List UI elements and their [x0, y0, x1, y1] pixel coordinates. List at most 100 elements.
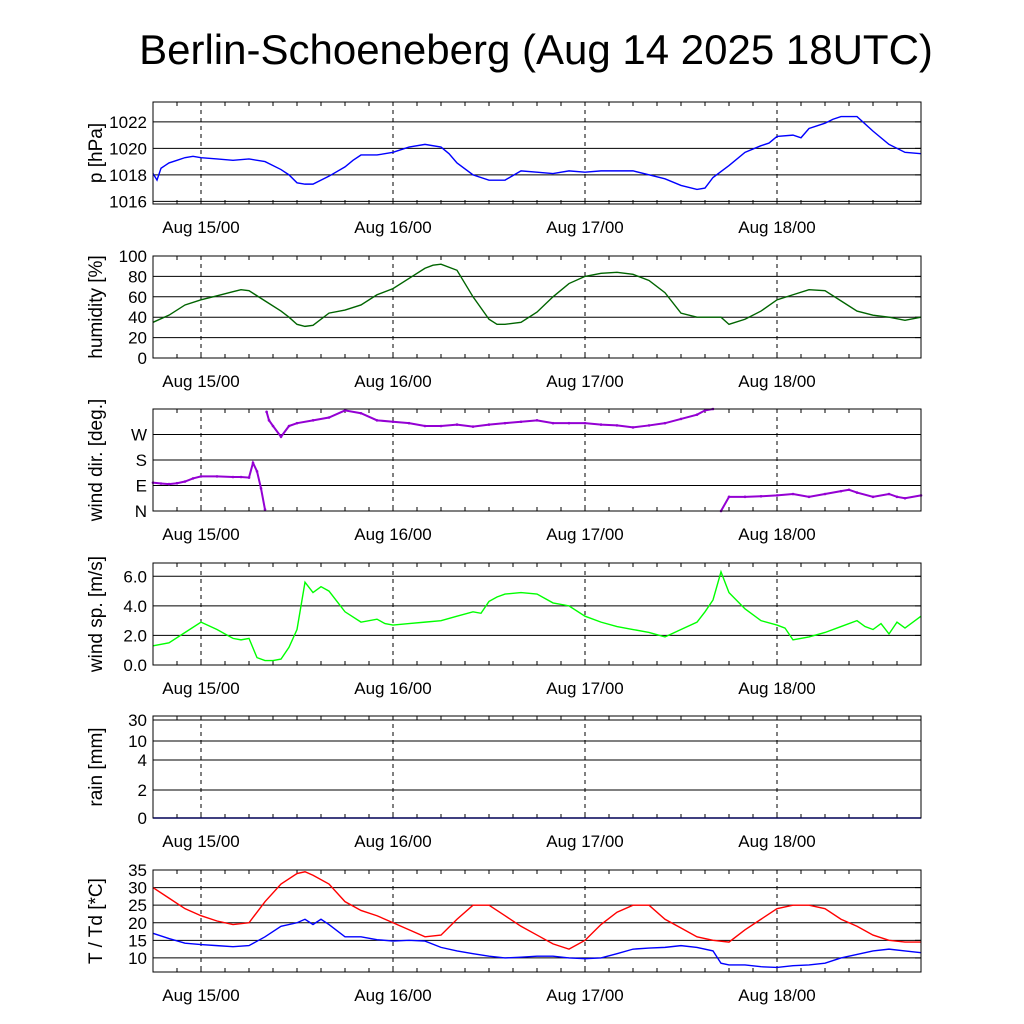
panel-frame [152, 101, 922, 205]
ytick-label: 60 [128, 288, 147, 307]
wind-dir-point [287, 424, 291, 428]
ytick-label: 20 [128, 914, 147, 933]
wind-dir-point [391, 420, 395, 424]
wind-dir-point [183, 480, 187, 483]
ytick-label: 20 [128, 329, 147, 348]
wind-dir-point [727, 495, 731, 499]
xtick-label: Aug 18/00 [738, 986, 816, 1005]
wind-dir-point [159, 482, 163, 485]
wind-dir-point [263, 508, 267, 511]
xtick-label: Aug 16/00 [354, 372, 432, 391]
wind-dir-point [503, 421, 507, 425]
wind-dir-point [199, 475, 203, 478]
ytick-label: S [136, 451, 147, 470]
ytick-label: 2.0 [123, 626, 147, 645]
ytick-label: 15 [128, 931, 147, 950]
ytick-label: 30 [128, 879, 147, 898]
wind-dir-point [255, 470, 259, 473]
ytick-label: W [131, 426, 147, 445]
ylabel: p [hPa] [86, 123, 107, 183]
wind-dir-point [455, 423, 459, 426]
series-temperature-line [152, 871, 921, 950]
xtick-label: Aug 15/00 [162, 832, 240, 851]
wind-dir-point [439, 424, 443, 428]
series-wind_dir-line [720, 488, 922, 512]
wind-dir-point [191, 477, 195, 480]
wind-dir-point [599, 423, 603, 426]
wind-dir-point [791, 492, 795, 496]
wind-dir-point [423, 424, 427, 428]
wind-dir-point [663, 421, 667, 425]
wind-dir-point [679, 417, 683, 421]
wind-dir-point [327, 416, 331, 419]
xtick-label: Aug 15/00 [162, 679, 240, 698]
ytick-label: 35 [128, 861, 147, 880]
wind-dir-point [535, 419, 539, 422]
ytick-label: 4.0 [123, 597, 147, 616]
wind-dir-point [703, 409, 707, 412]
wind-dir-point [855, 491, 859, 494]
series-pressure-line [152, 115, 922, 191]
wind-dir-point [743, 495, 747, 499]
ytick-label: 4 [138, 751, 147, 770]
wind-dir-point [175, 481, 179, 485]
xtick-label: Aug 18/00 [738, 679, 816, 698]
xtick-label: Aug 18/00 [738, 832, 816, 851]
wind-dir-point [407, 421, 411, 425]
ylabel: humidity [%] [86, 255, 107, 358]
wind-dir-point [311, 419, 315, 422]
rain-panel: 0 2 410 30 Aug 15/00 Aug 16/00 Aug 17/00 Aug 18… [86, 711, 922, 851]
wind-dir-point [295, 421, 299, 425]
ytick-label: 100 [119, 247, 147, 266]
wind-dir-point [583, 421, 587, 425]
xtick-label: Aug 18/00 [738, 218, 816, 237]
ylabel: rain [mm] [86, 727, 107, 806]
xtick-label: Aug 16/00 [354, 218, 432, 237]
series-wind_dir-line [152, 459, 266, 510]
ytick-label: 30 [128, 711, 147, 730]
wind-dir-point [775, 494, 779, 497]
wind-dir-point [359, 411, 363, 415]
ytick-label: 0.0 [123, 656, 147, 675]
wind-dir-point [903, 496, 907, 500]
wind-dir-point [895, 495, 899, 499]
xtick-label: Aug 16/00 [354, 525, 432, 544]
ytick-label: 10 [128, 732, 147, 751]
panel-frame [152, 562, 922, 666]
wind-dir-point [871, 495, 875, 499]
wind-dir-point [471, 425, 475, 428]
wind-dir-point [847, 488, 851, 492]
wind-dir-point [271, 424, 275, 428]
xtick-label: Aug 15/00 [162, 525, 240, 544]
wind-dir-point [759, 494, 763, 498]
page-title: Berlin-Schoeneberg (Aug 14 2025 18UTC) [139, 26, 933, 73]
wind-dir-point [487, 423, 491, 426]
wind-speed-panel: 0.0 2.0 4.0 6.0 Aug 15/00 Aug 16/00 Aug 17/00 A… [86, 556, 922, 698]
xtick-label: Aug 18/00 [738, 372, 816, 391]
wind-dir-point [567, 421, 571, 425]
xtick-label: Aug 16/00 [354, 986, 432, 1005]
ytick-label: 1020 [109, 139, 147, 158]
xtick-label: Aug 15/00 [162, 218, 240, 237]
wind-dir-point [519, 420, 523, 424]
ytick-label: N [135, 502, 147, 521]
wind-dir-point [807, 495, 811, 499]
xtick-label: Aug 16/00 [354, 679, 432, 698]
xtick-label: Aug 17/00 [546, 525, 624, 544]
series-dewpoint-line [152, 918, 922, 969]
xtick-label: Aug 17/00 [546, 218, 624, 237]
wind-dir-point [167, 482, 171, 486]
wind-dir-point [375, 419, 379, 422]
ytick-label: 80 [128, 267, 147, 286]
pressure-panel: 1016 1018 1020 1022 Aug 15/00 Aug 16/00 Aug 17… [86, 101, 922, 237]
wind-dir-point [615, 424, 619, 427]
ytick-label: E [136, 477, 147, 496]
wind-dir-point [647, 424, 651, 427]
series-wind_speed-line [152, 569, 922, 662]
ytick-label: 1016 [109, 192, 147, 211]
ytick-label: 10 [128, 949, 147, 968]
